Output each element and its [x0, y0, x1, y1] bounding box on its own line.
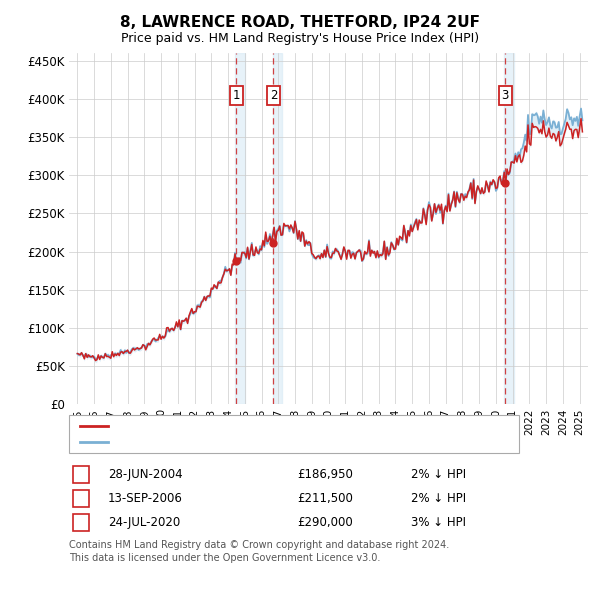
- Text: 3: 3: [502, 88, 509, 101]
- Text: 28-JUN-2004: 28-JUN-2004: [108, 468, 182, 481]
- Text: This data is licensed under the Open Government Licence v3.0.: This data is licensed under the Open Gov…: [69, 553, 380, 563]
- Text: 2: 2: [77, 492, 85, 505]
- Text: 24-JUL-2020: 24-JUL-2020: [108, 516, 180, 529]
- Text: 8, LAWRENCE ROAD, THETFORD, IP24 2UF: 8, LAWRENCE ROAD, THETFORD, IP24 2UF: [120, 15, 480, 30]
- Text: HPI: Average price, detached house, Breckland: HPI: Average price, detached house, Brec…: [113, 437, 375, 447]
- Bar: [505, 53, 514, 404]
- Text: 2% ↓ HPI: 2% ↓ HPI: [411, 468, 466, 481]
- Text: 8, LAWRENCE ROAD, THETFORD, IP24 2UF (detached house): 8, LAWRENCE ROAD, THETFORD, IP24 2UF (de…: [113, 421, 451, 431]
- Text: 1: 1: [233, 88, 240, 101]
- Text: 3% ↓ HPI: 3% ↓ HPI: [411, 516, 466, 529]
- Text: £211,500: £211,500: [297, 492, 353, 505]
- Text: 13-SEP-2006: 13-SEP-2006: [108, 492, 183, 505]
- Bar: [235, 53, 245, 404]
- Text: 2% ↓ HPI: 2% ↓ HPI: [411, 492, 466, 505]
- Text: £290,000: £290,000: [297, 516, 353, 529]
- Bar: [272, 53, 282, 404]
- Text: 2: 2: [269, 88, 277, 101]
- Text: 3: 3: [77, 516, 85, 529]
- Text: Price paid vs. HM Land Registry's House Price Index (HPI): Price paid vs. HM Land Registry's House …: [121, 32, 479, 45]
- Text: Contains HM Land Registry data © Crown copyright and database right 2024.: Contains HM Land Registry data © Crown c…: [69, 540, 449, 550]
- Text: 1: 1: [77, 468, 85, 481]
- Text: £186,950: £186,950: [297, 468, 353, 481]
